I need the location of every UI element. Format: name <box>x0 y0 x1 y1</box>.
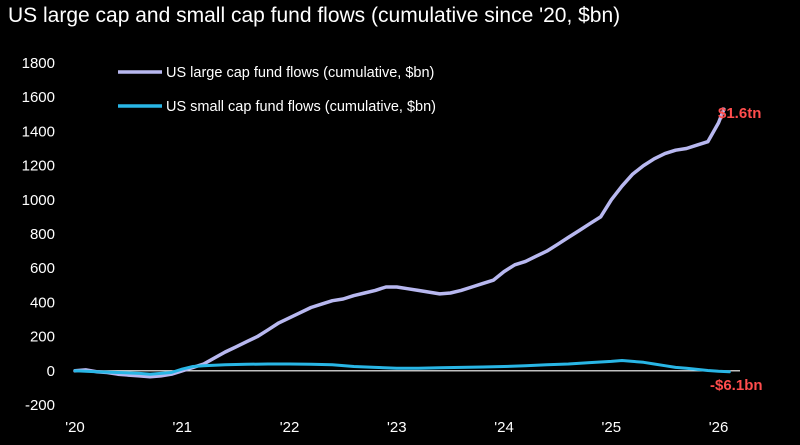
y-tick-label: -200 <box>25 397 55 414</box>
x-tick-label: '25 <box>602 419 622 436</box>
end-value-label: $1.6tn <box>718 105 761 122</box>
y-tick-label: 1200 <box>22 158 55 175</box>
y-axis: -200 0 200 400 600 800 1000 1200 1400 1600 1800 <box>22 55 55 414</box>
y-tick-label: 200 <box>30 329 55 346</box>
x-tick-label: '23 <box>387 419 407 436</box>
x-tick-label: '24 <box>494 419 514 436</box>
y-tick-label: 1000 <box>22 192 55 209</box>
x-tick-label: '22 <box>280 419 300 436</box>
x-tick-label: '26 <box>709 419 729 436</box>
y-tick-label: 1400 <box>22 123 55 140</box>
series-line-large-cap <box>73 107 726 379</box>
legend-label: US small cap fund flows (cumulative, $bn… <box>166 99 436 115</box>
x-tick-label: '21 <box>172 419 192 436</box>
chart-title: US large cap and small cap fund flows (c… <box>8 4 621 27</box>
x-axis: '20 '21 '22 '23 '24 '25 '26 <box>65 419 728 436</box>
legend-label: US large cap fund flows (cumulative, $bn… <box>166 65 434 81</box>
y-tick-label: 600 <box>30 260 55 277</box>
series-line-small-cap <box>73 359 731 376</box>
end-labels: $1.6tn -$6.1bn <box>710 105 763 394</box>
y-tick-label: 1800 <box>22 55 55 72</box>
end-value-label: -$6.1bn <box>710 377 763 394</box>
y-tick-label: 800 <box>30 226 55 243</box>
y-tick-label: 0 <box>47 363 55 380</box>
y-tick-label: 400 <box>30 294 55 311</box>
series-lines <box>73 107 731 379</box>
x-tick-label: '20 <box>65 419 85 436</box>
legend: US large cap fund flows (cumulative, $bn… <box>118 65 436 115</box>
y-tick-label: 1600 <box>22 89 55 106</box>
